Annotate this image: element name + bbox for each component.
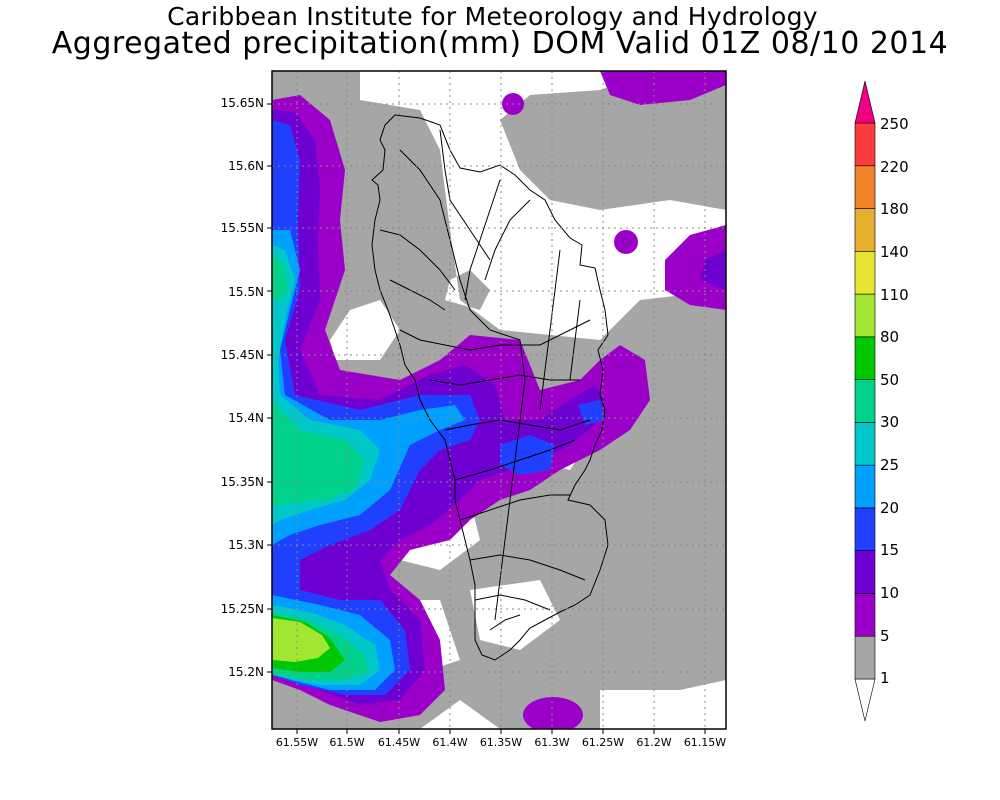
lat-label: 15.3N [228, 538, 264, 552]
colorbar-segment [854, 122, 876, 167]
precip-band-15-20 [272, 120, 605, 695]
precip-band-80-110 [272, 618, 330, 662]
lon-label: 61.3W [534, 736, 570, 749]
lon-label: 61.25W [581, 736, 625, 749]
lat-label: 15.25N [220, 602, 264, 616]
map-grid [272, 71, 726, 729]
colorbar-low-arrow [854, 678, 876, 722]
colorbar-segment [854, 251, 876, 295]
lat-label: 15.55N [220, 221, 264, 235]
lat-label: 15.6N [228, 159, 264, 173]
lat-label: 15.2N [228, 665, 264, 679]
lat-label: 15.45N [220, 348, 264, 362]
colorbar-label: 140 [880, 243, 909, 261]
precipitation-field [272, 71, 726, 729]
lat-label: 15.5N [228, 285, 264, 299]
colorbar-label: 30 [880, 413, 900, 431]
lon-label: 61.55W [275, 736, 319, 749]
lon-label: 61.4W [432, 736, 468, 749]
chart-title: Caribbean Institute for Meteorology and … [167, 2, 818, 31]
colorbar-segment [854, 550, 876, 594]
colorbar-label: 15 [880, 541, 900, 559]
colorbar-segment [854, 293, 876, 338]
lon-label: 61.45W [377, 736, 421, 749]
colorbar-segment [854, 507, 876, 551]
colorbar-label: 25 [880, 456, 900, 474]
colorbar-segment [854, 336, 876, 380]
colorbar-label: 1 [880, 669, 890, 687]
colorbar-label: 180 [880, 200, 909, 218]
axis-ticks [267, 103, 706, 734]
colorbar-label: 110 [880, 286, 909, 304]
chart-subtitle: Aggregated precipitation(mm) DOM Valid 0… [51, 26, 949, 61]
colorbar-label: 80 [880, 328, 900, 346]
colorbar-segment [854, 635, 876, 680]
map-frame [271, 70, 727, 730]
colorbar-label: 250 [880, 115, 909, 133]
lon-label: 61.5W [329, 736, 365, 749]
lon-label: 61.15W [683, 736, 727, 749]
colorbar-segment [854, 464, 876, 509]
colorbar-segment [854, 379, 876, 423]
colorbar-label: 20 [880, 499, 900, 517]
colorbar-label: 10 [880, 584, 900, 602]
lat-label: 15.65N [220, 96, 264, 110]
colorbar-label: 50 [880, 371, 900, 389]
lat-label: 15.4N [228, 411, 264, 425]
colorbar-segment [854, 165, 876, 209]
colorbar-segment [854, 208, 876, 252]
colorbar-high-arrow [854, 80, 876, 124]
colorbar-label: 5 [880, 627, 890, 645]
lat-label: 15.35N [220, 475, 264, 489]
colorbar-label: 220 [880, 158, 909, 176]
colorbar-segment [854, 593, 876, 637]
lon-label: 61.35W [479, 736, 523, 749]
lon-label: 61.2W [636, 736, 672, 749]
colorbar-segment [854, 422, 876, 466]
colorbar [854, 80, 876, 722]
